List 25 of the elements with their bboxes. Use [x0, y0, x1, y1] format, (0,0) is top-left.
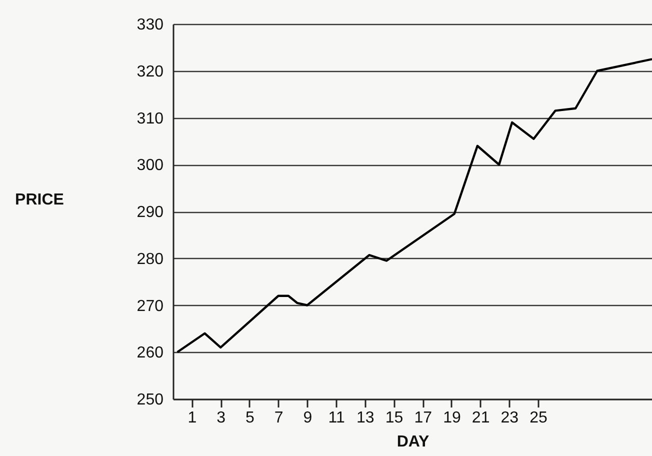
y-tick-label: 280 [136, 250, 164, 268]
y-tick-label: 250 [136, 392, 164, 408]
y-axis-title: PRICE [15, 192, 64, 208]
x-tick-label: 25 [530, 410, 548, 426]
x-axis-title: DAY [396, 434, 430, 450]
x-tick-label: 7 [274, 410, 284, 426]
y-tick-label: 320 [136, 63, 164, 80]
y-tick-label: 260 [136, 344, 164, 362]
y-tick-label: 310 [136, 110, 164, 128]
y-tick-label: 300 [136, 157, 164, 174]
x-tick-label: 15 [385, 410, 404, 426]
y-tick-label: 270 [136, 298, 164, 315]
x-tick-label: 3 [216, 410, 226, 426]
y-tick-label: 290 [136, 204, 164, 221]
x-tick-label: 13 [356, 410, 374, 426]
x-tick-label: 17 [414, 410, 432, 426]
line-series [176, 58, 652, 354]
x-tick-label: 23 [500, 410, 519, 426]
x-tick-label: 21 [472, 410, 490, 426]
x-tick-label: 1 [188, 410, 197, 426]
x-tick-label: 11 [328, 410, 345, 426]
y-tick-label: 330 [136, 16, 164, 34]
x-tick-label: 5 [246, 410, 255, 426]
x-tick-label: 9 [303, 410, 312, 426]
x-tick-label: 19 [443, 410, 461, 426]
